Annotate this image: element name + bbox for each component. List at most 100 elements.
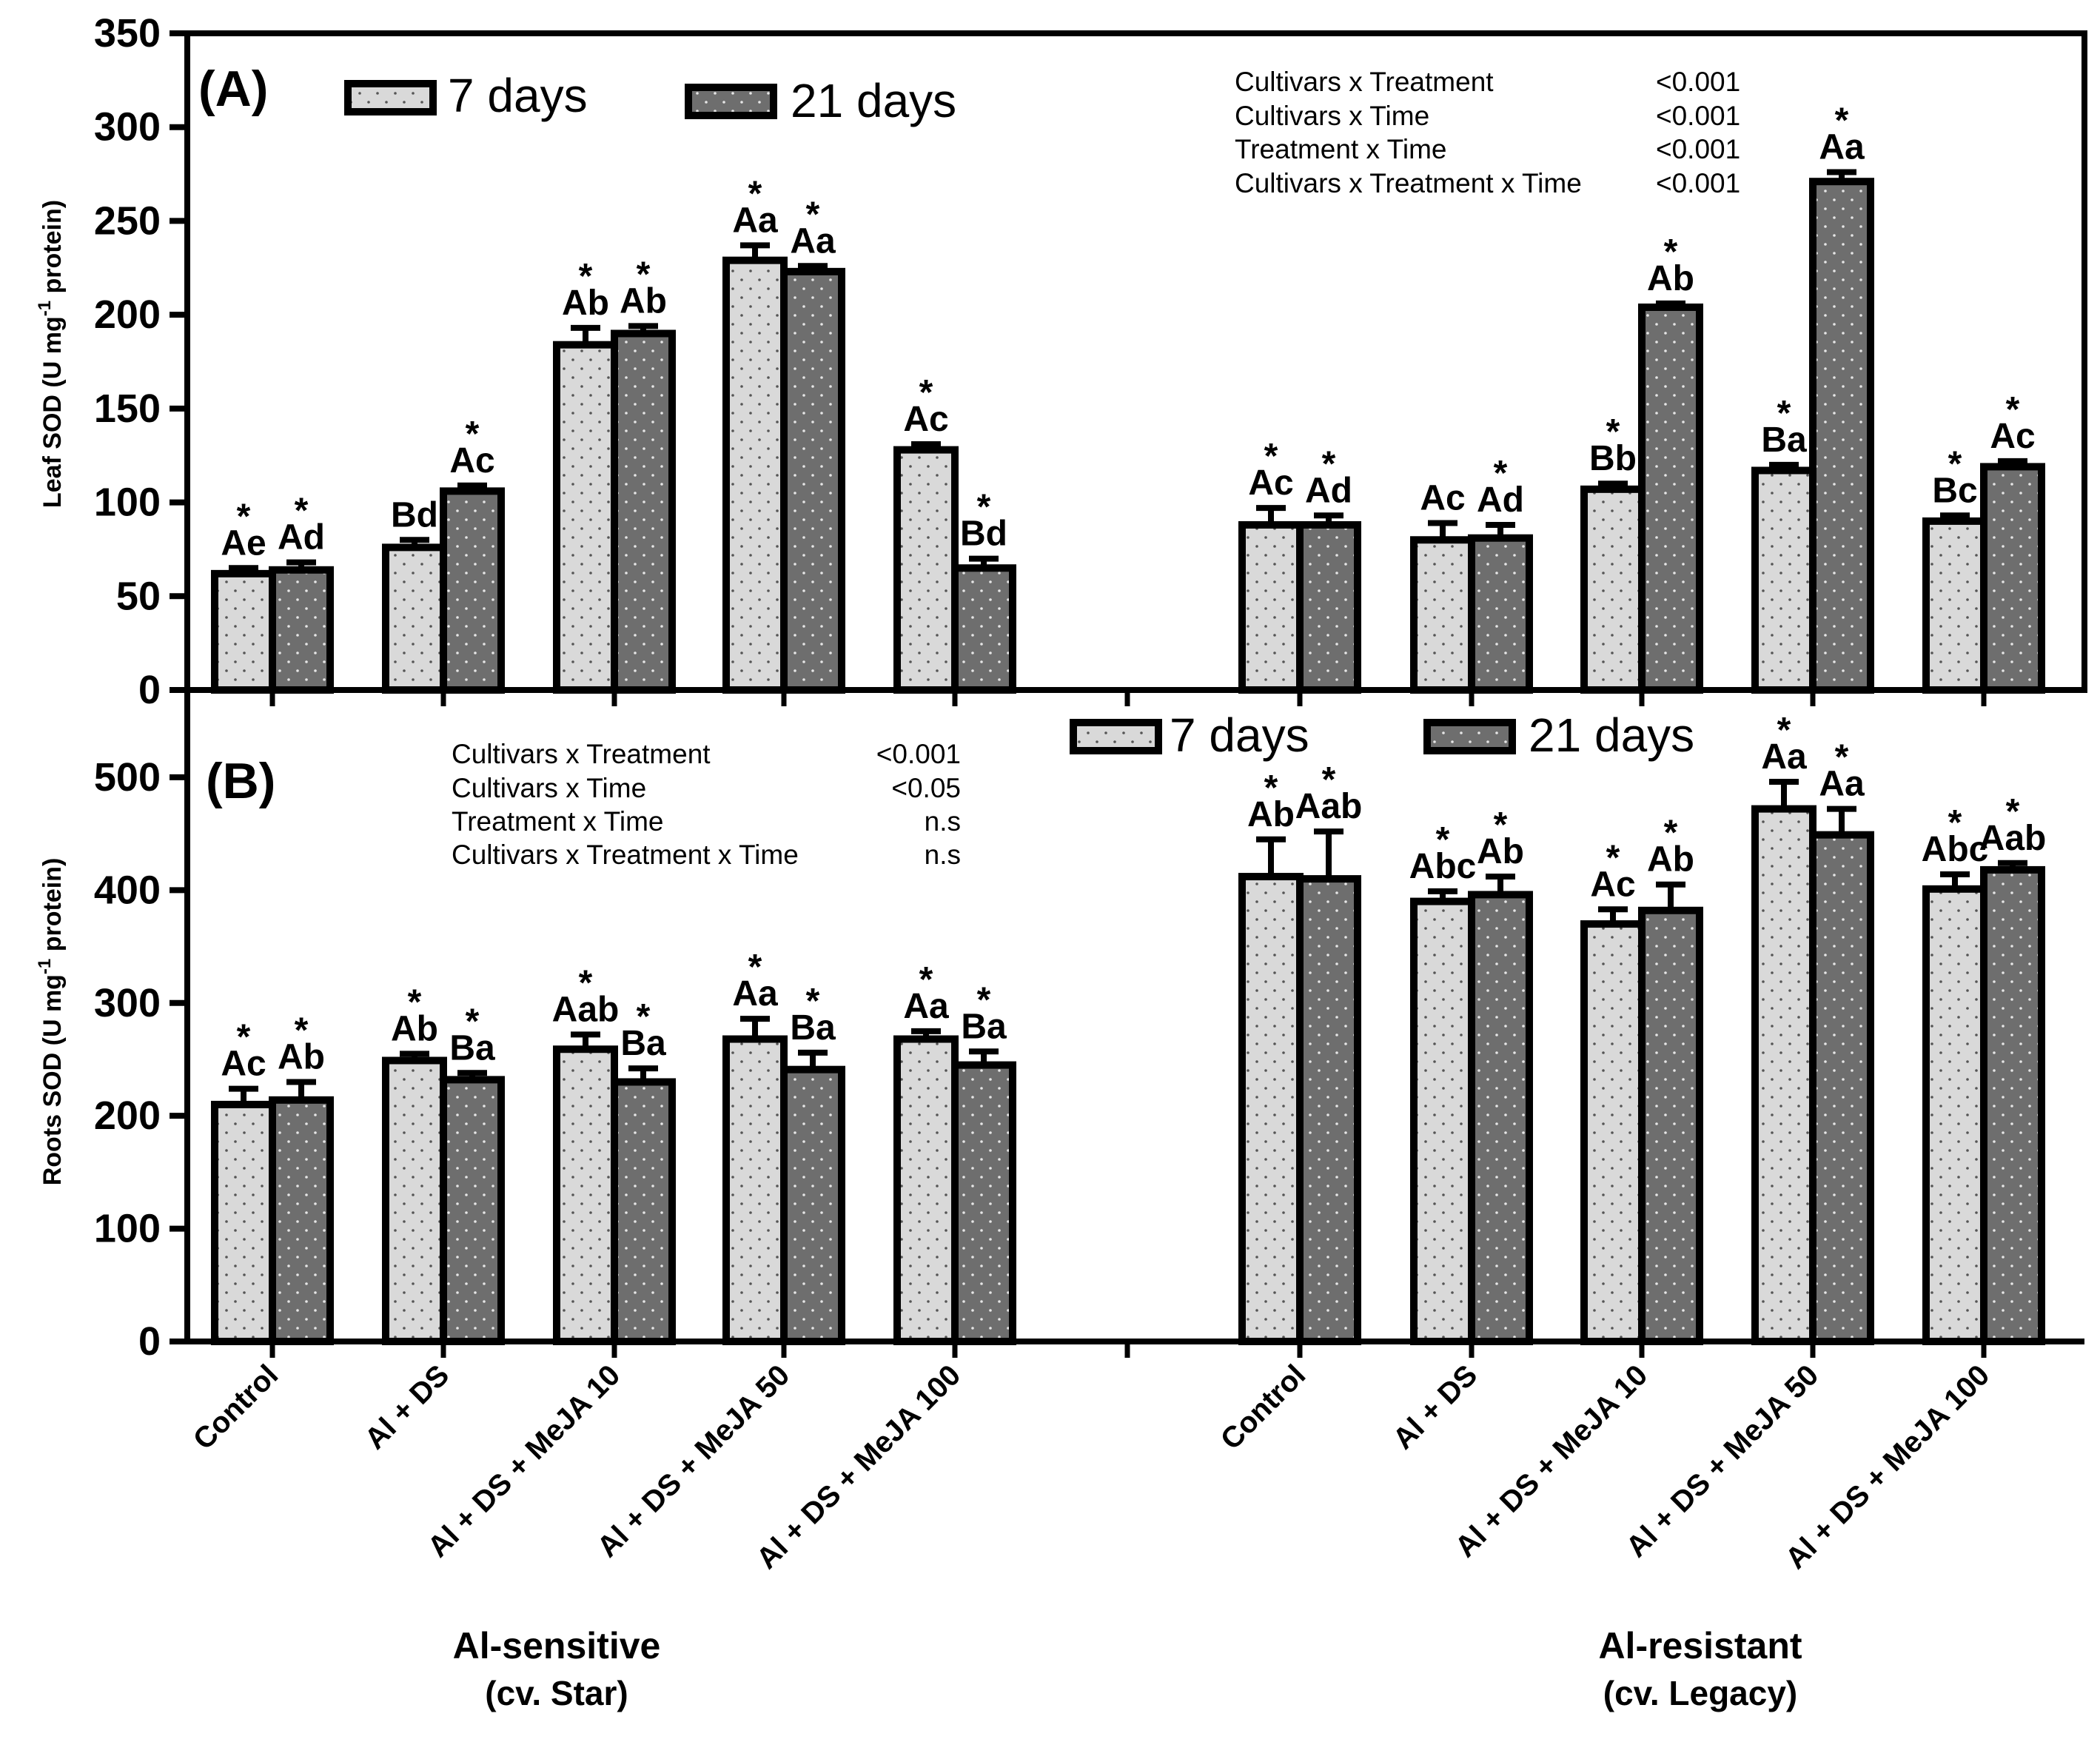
bar-b-7d-5 (1238, 873, 1304, 1345)
bar-label-b-7d-6: Abc (1409, 847, 1477, 886)
legend-a-7days-swatch (344, 80, 437, 115)
star-a-21d-9: * (2006, 390, 2020, 429)
bar-a-7d-7 (1580, 485, 1646, 694)
panel-b: (B) Roots SOD (U mg-1 protein) 7 days 21… (35, 687, 2084, 1364)
bar-label-b-7d-0: Ac (221, 1045, 266, 1084)
panel-a-legend: 7 days 21 days (344, 69, 956, 127)
bar-b-21d-2 (611, 1078, 676, 1345)
star-a-21d-5: * (1322, 444, 1336, 483)
bar-a-21d-3 (780, 267, 845, 694)
bar-label-a-21d-2: Ab (620, 281, 667, 321)
bar-label-a-21d-5: Ad (1305, 471, 1352, 510)
legend-a-21days-label: 21 days (791, 74, 956, 127)
star-a-21d-0: * (295, 492, 309, 531)
bar-a-7d-1 (382, 543, 447, 694)
bar-label-b-7d-5: Ab (1247, 795, 1295, 834)
panel-b-x-ticks (269, 1341, 1987, 1358)
bar-label-a-7d-4: Ac (903, 400, 948, 439)
stats-a-term-2: Cultivars x Time (1235, 101, 1429, 131)
star-b-21d-8: * (1835, 738, 1849, 777)
y-tick-label-b-3: 300 (94, 981, 161, 1025)
bar-a-7d-5 (1238, 520, 1304, 694)
bar-b-21d-9 (1980, 865, 2045, 1346)
star-a-21d-8: * (1835, 101, 1849, 141)
category-label-6: Al + DS (1386, 1359, 1483, 1455)
bar-a-7d-2 (553, 341, 618, 694)
bar-b-21d-4 (951, 1061, 1016, 1345)
legend-b-7days-swatch (1070, 719, 1162, 754)
bar-label-a-21d-3: Aa (790, 221, 836, 261)
stats-b-term-3: Treatment x Time (452, 806, 663, 837)
star-b-21d-1: * (466, 1002, 480, 1041)
bar-a-21d-4 (951, 564, 1016, 694)
bar-label-b-7d-1: Ab (391, 1009, 438, 1048)
bar-b-7d-9 (1922, 885, 1987, 1345)
y-tick-label-b-5: 500 (94, 755, 161, 800)
bar-label-b-21d-4: Ba (961, 1007, 1007, 1046)
bar-label-a-7d-8: Ba (1761, 421, 1807, 460)
group-labels: Al-sensitive (cv. Star) Al-resistant (cv… (453, 1625, 1802, 1712)
bar-a-7d-3 (722, 256, 788, 694)
stats-a-term-3: Treatment x Time (1235, 134, 1446, 164)
bar-label-b-7d-3: Aa (732, 974, 778, 1014)
panel-b-ylabel: Roots SOD (U mg-1 protein) (35, 858, 67, 1186)
bar-label-a-21d-6: Ad (1477, 480, 1524, 520)
y-tick-label-a-5: 250 (94, 198, 161, 243)
bar-label-b-21d-1: Ba (449, 1028, 495, 1068)
bar-b-21d-0 (269, 1096, 334, 1345)
bar-label-a-7d-0: Ae (221, 523, 266, 563)
bar-label-a-21d-8: Aa (1819, 128, 1865, 167)
star-b-7d-9: * (1948, 803, 1962, 842)
bar-a-7d-9 (1922, 517, 1987, 694)
bar-label-a-7d-9: Bc (1932, 471, 1977, 510)
category-label-2: Al + DS + MeJA 10 (421, 1359, 626, 1564)
bar-label-b-21d-0: Ab (278, 1037, 325, 1076)
panel-b-bars: Ac* Ab* Aab* Aa*Aa*Ab*Abc*Ac*Aa*Abc*Ab* Ba*B… (211, 711, 2047, 1346)
bar-b-21d-8 (1809, 831, 1874, 1346)
star-b-7d-5: * (1264, 768, 1278, 808)
star-a-7d-8: * (1777, 394, 1791, 433)
bar-b-7d-4 (893, 1035, 959, 1345)
star-a-21d-4: * (977, 488, 991, 527)
stats-b-term-2: Cultivars x Time (452, 773, 646, 803)
bar-b-21d-6 (1468, 891, 1533, 1345)
star-b-7d-2: * (579, 963, 593, 1002)
star-b-7d-3: * (748, 948, 762, 987)
bar-a-21d-0 (269, 566, 334, 694)
bar-label-b-7d-4: Aa (903, 987, 949, 1026)
category-label-7: Al + DS + MeJA 10 (1449, 1359, 1654, 1564)
y-tick-label-a-6: 300 (94, 105, 161, 150)
panel-a-stats: Cultivars x Treatment <0.001 Cultivars x… (1235, 67, 1740, 198)
category-label-0: Control (187, 1359, 285, 1456)
bar-label-b-21d-9: Aab (1979, 819, 2047, 858)
panel-b-y-axis: 0 100 200 300 400 500 (94, 755, 187, 1364)
star-a-7d-2: * (579, 257, 593, 296)
star-a-7d-0: * (237, 497, 251, 536)
bar-a-21d-7 (1638, 304, 1703, 694)
star-a-7d-7: * (1606, 412, 1620, 452)
category-label-5: Control (1215, 1359, 1312, 1456)
bar-label-a-7d-5: Ac (1248, 463, 1293, 503)
star-b-7d-7: * (1606, 838, 1620, 877)
bar-label-a-7d-1: Bd (391, 495, 438, 535)
bar-label-a-21d-1: Ac (449, 441, 494, 480)
y-tick-label-a-4: 200 (94, 292, 161, 337)
panel-a-ylabel: Leaf SOD (U mg-1 protein) (35, 200, 67, 508)
category-label-3: Al + DS + MeJA 50 (591, 1359, 796, 1564)
star-a-7d-4: * (919, 373, 933, 412)
bar-a-21d-6 (1468, 534, 1533, 694)
star-a-21d-2: * (637, 255, 651, 294)
bar-b-7d-3 (722, 1035, 788, 1345)
bar-a-21d-2 (611, 329, 676, 694)
star-b-21d-4: * (977, 980, 991, 1019)
group-sub-sensitive: (cv. Star) (485, 1674, 628, 1712)
star-b-21d-2: * (637, 997, 651, 1036)
panel-a: (A) Leaf SOD (U mg-1 protein) 7 days 21 … (35, 11, 2087, 712)
legend-b-21days-label: 21 days (1529, 708, 1694, 762)
bar-a-7d-4 (893, 446, 959, 694)
bar-a-21d-9 (1980, 463, 2045, 694)
y-tick-label-a-1: 50 (116, 574, 161, 618)
star-b-7d-6: * (1436, 820, 1450, 860)
